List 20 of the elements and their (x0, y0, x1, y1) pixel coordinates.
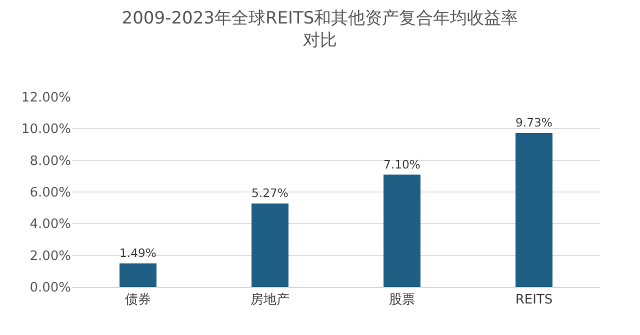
bar (252, 204, 288, 287)
chart-title: 2009-2023年全球REITS和其他资产复合年均收益率对比 (122, 8, 518, 51)
data-label: 5.27% (252, 186, 288, 200)
y-tick-label: 10.00% (21, 122, 71, 138)
y-tick-label: 4.00% (30, 217, 71, 232)
bar (516, 132, 552, 287)
y-tick-label: 2.00% (30, 248, 71, 264)
y-tick-label: 8.00% (30, 154, 71, 169)
data-label: 9.73% (516, 116, 552, 130)
x-tick-label: 股票 (389, 292, 415, 308)
bar (384, 174, 420, 287)
y-tick-label: 6.00% (30, 186, 71, 201)
y-tick-label: 0.00% (30, 280, 71, 296)
x-tick-label: 房地产 (250, 292, 290, 308)
y-tick-label: 12.00% (21, 90, 71, 106)
data-label: 1.49% (120, 246, 156, 260)
x-tick-label: 债券 (125, 292, 151, 308)
x-tick-label: REITS (515, 292, 553, 308)
data-label: 7.10% (384, 157, 420, 172)
bar (120, 263, 156, 287)
